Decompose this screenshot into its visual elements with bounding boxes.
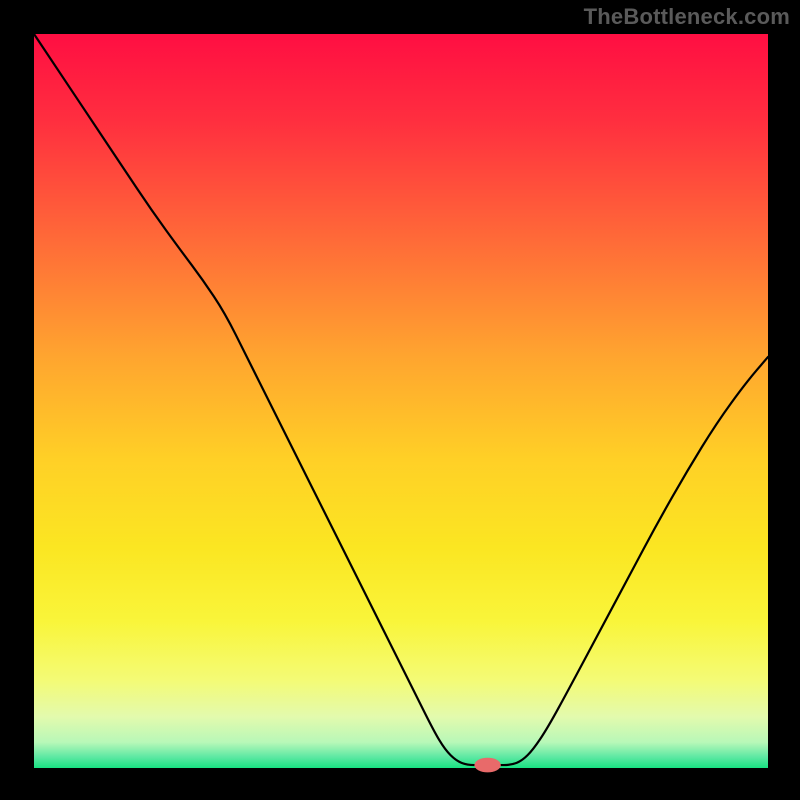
watermark-text: TheBottleneck.com	[584, 4, 790, 30]
chart-container: TheBottleneck.com	[0, 0, 800, 800]
bottleneck-chart	[0, 0, 800, 800]
plot-background-gradient	[34, 34, 768, 768]
optimal-marker	[474, 758, 500, 773]
